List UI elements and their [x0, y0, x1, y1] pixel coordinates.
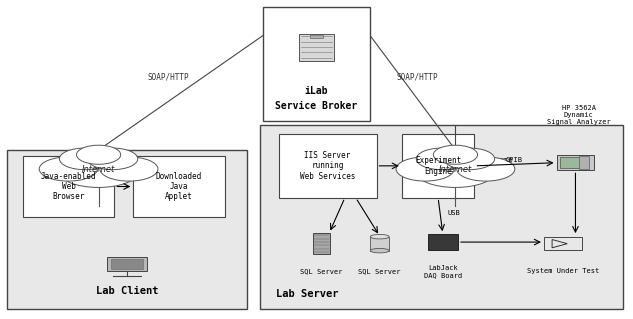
FancyBboxPatch shape: [299, 33, 334, 61]
Text: Lab Client: Lab Client: [96, 286, 158, 296]
Ellipse shape: [39, 157, 97, 181]
FancyBboxPatch shape: [560, 157, 582, 168]
Text: HP 3562A
Dynamic
Signal Analyzer: HP 3562A Dynamic Signal Analyzer: [547, 105, 610, 125]
Text: Internet: Internet: [82, 165, 115, 174]
FancyBboxPatch shape: [263, 7, 370, 122]
FancyBboxPatch shape: [370, 237, 389, 251]
Text: Experiment
Engine: Experiment Engine: [415, 156, 461, 175]
FancyBboxPatch shape: [108, 257, 147, 271]
Text: SOAP/HTTP: SOAP/HTTP: [43, 170, 85, 179]
Text: SQL Server: SQL Server: [300, 268, 343, 274]
Text: iLab: iLab: [304, 86, 329, 96]
FancyBboxPatch shape: [7, 150, 247, 309]
FancyBboxPatch shape: [428, 234, 458, 250]
FancyBboxPatch shape: [111, 259, 144, 269]
Ellipse shape: [87, 148, 138, 170]
Text: Downloaded
Java
Applet: Downloaded Java Applet: [156, 172, 203, 201]
Text: SOAP/HTTP: SOAP/HTTP: [472, 157, 513, 167]
Text: Internet: Internet: [439, 165, 472, 174]
FancyBboxPatch shape: [579, 156, 589, 169]
Ellipse shape: [434, 145, 477, 164]
Text: USB: USB: [448, 211, 461, 217]
FancyBboxPatch shape: [260, 124, 623, 309]
Text: System Under Test: System Under Test: [527, 268, 599, 274]
Polygon shape: [552, 240, 567, 248]
Text: Service Broker: Service Broker: [275, 100, 358, 110]
Text: Lab Server: Lab Server: [276, 289, 338, 300]
Text: LabJack
DAQ Board: LabJack DAQ Board: [423, 265, 462, 278]
FancyBboxPatch shape: [556, 155, 594, 170]
Ellipse shape: [60, 148, 110, 170]
FancyBboxPatch shape: [23, 156, 115, 217]
FancyBboxPatch shape: [310, 35, 323, 38]
FancyBboxPatch shape: [402, 134, 474, 197]
Ellipse shape: [417, 148, 467, 170]
Text: GPIB: GPIB: [506, 157, 523, 163]
Text: SQL Server: SQL Server: [358, 268, 401, 274]
Ellipse shape: [370, 234, 389, 239]
Text: SOAP/HTTP: SOAP/HTTP: [147, 72, 189, 81]
Ellipse shape: [396, 157, 454, 181]
Ellipse shape: [370, 249, 389, 253]
Ellipse shape: [100, 157, 158, 181]
Text: SOAP/HTTP: SOAP/HTTP: [397, 72, 439, 81]
Ellipse shape: [417, 157, 494, 188]
Ellipse shape: [444, 148, 494, 170]
FancyBboxPatch shape: [134, 156, 225, 217]
Ellipse shape: [60, 157, 138, 188]
FancyBboxPatch shape: [544, 237, 582, 250]
Text: IIS Server
running
Web Services: IIS Server running Web Services: [300, 151, 355, 181]
Text: Java-enabled
Web
Browser: Java-enabled Web Browser: [41, 172, 96, 201]
Ellipse shape: [77, 145, 121, 164]
FancyBboxPatch shape: [313, 233, 330, 254]
FancyBboxPatch shape: [279, 134, 377, 197]
Ellipse shape: [457, 157, 515, 181]
